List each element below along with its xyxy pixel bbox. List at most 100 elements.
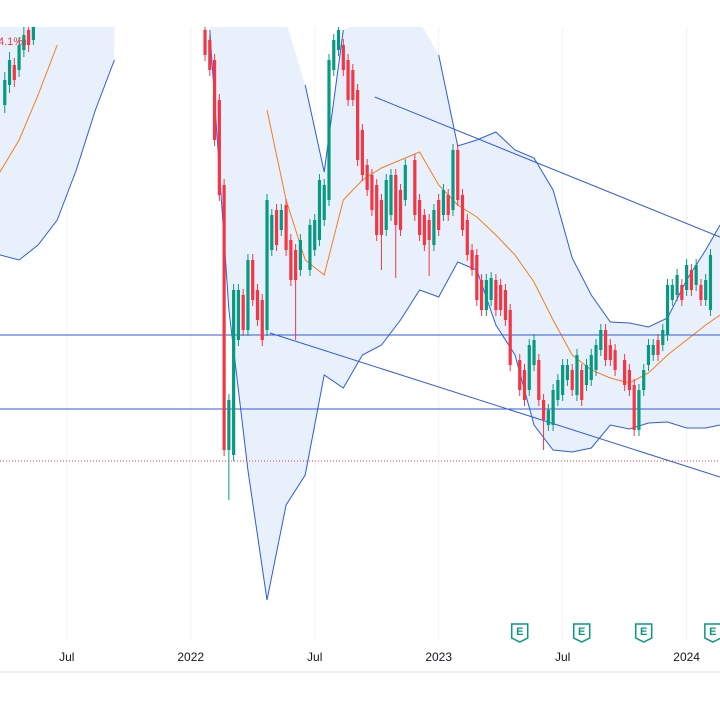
candle-body [661,330,665,345]
candle-body [322,185,326,220]
candle-body [222,185,226,450]
candle-body [203,30,207,55]
candle-body [208,40,212,70]
candle-body [556,380,560,400]
trend-line [374,96,720,238]
candle-body [484,280,488,310]
candle-body [22,35,26,50]
candle-body [413,160,417,215]
candle-body [532,340,536,365]
candle-body [317,180,322,240]
candle-body [356,90,360,160]
candle-body [546,410,550,425]
x-tick-label: 2024 [673,650,700,664]
candle-body [232,290,236,455]
candle-body [12,65,16,80]
candle-body [470,250,474,270]
candle-body [332,40,336,70]
candle-body [694,265,698,285]
candle-body [246,260,250,330]
candle-body [441,190,446,215]
candle-body [508,310,512,365]
candle-body [432,210,436,245]
candle-body [313,220,317,250]
x-tick-label: Jul [555,650,570,664]
candle-body [627,370,632,390]
earnings-marker: E [704,623,720,643]
candle-body [236,290,241,340]
earnings-label: E [709,626,716,638]
candle-body [665,285,670,335]
candle-body [384,180,388,230]
candle-body [27,30,31,45]
earnings-label: E [640,626,647,638]
candle-body [255,290,260,320]
candle-body [427,220,431,240]
earnings-badge [510,623,529,643]
candle-body [642,370,646,390]
candle-body [241,295,245,330]
x-axis: Jul 2022 Jul 2023 Jul 2024 E E E E [0,623,720,673]
candle-body [503,290,508,320]
candle-body [446,195,450,215]
candle-body [403,165,407,200]
candle-body [265,200,269,330]
candle-body [522,370,527,400]
x-tick-label: 2023 [425,650,452,664]
candle-body [294,250,298,280]
plot-area [0,27,720,601]
x-tick-label: 2022 [177,650,204,664]
candle-body [599,330,603,350]
candle-body [284,205,288,250]
candle-body [575,355,579,395]
candle-body [561,365,565,395]
legend-change: 4.1%) [0,36,27,48]
candle-body [418,200,422,235]
candle-body [699,285,703,300]
candle-body [460,195,465,230]
candle-body [570,370,574,390]
candle-body [7,60,12,85]
candle-body [594,345,598,370]
candle-body [489,278,493,300]
candle-body [260,300,264,340]
candle-body [336,30,341,50]
candle-body [422,215,426,245]
candle-body [375,185,379,235]
candle-body [365,165,369,190]
candle-body [551,390,555,425]
candle-body [623,360,627,385]
candle-body [370,175,374,210]
candle-body [456,150,460,200]
candle-body [389,175,393,215]
candle-body [394,175,398,225]
candle-body [527,345,531,390]
candle-body [437,200,441,230]
earnings-label: E [516,626,523,638]
candle-body [351,70,355,100]
candle-body [589,355,593,380]
candle-body [31,27,35,40]
candle-body [656,340,660,355]
candle-body [651,345,655,355]
candle-body [608,345,612,360]
candle-body [217,100,221,195]
candle-body [270,215,274,250]
basis-line [0,44,720,384]
candle-body [451,150,455,210]
candle-body [637,390,641,430]
band-fill [209,27,720,600]
candle-body [346,60,350,100]
candle-body [379,200,384,235]
candle-body [675,275,679,295]
candle-body [541,400,546,420]
candle-body [289,240,293,280]
candle-body [518,360,522,390]
candle-body [499,285,503,310]
candle-body [704,280,708,300]
candle-body [465,220,469,255]
candle-body [646,345,651,365]
candle-body [689,270,693,290]
candle-body [479,280,484,310]
